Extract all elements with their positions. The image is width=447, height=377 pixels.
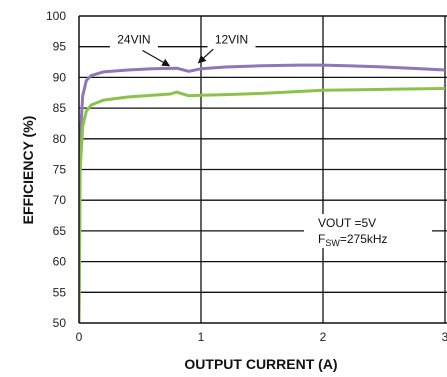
annotation-12vin-label: 12VIN xyxy=(215,33,248,47)
conditions-box: VOUT =5V FSW=275kHz xyxy=(304,214,432,248)
y-axis-title: EFFICIENCY (%) xyxy=(20,116,36,225)
y-tick-label-60: 60 xyxy=(53,255,67,269)
vout-condition: VOUT =5V xyxy=(318,216,376,230)
fsw-symbol: F xyxy=(318,232,325,246)
axes xyxy=(78,15,447,324)
x-tick-label-3: 3 xyxy=(442,330,447,344)
y-tick-label-65: 65 xyxy=(53,224,67,238)
series-line-12vin xyxy=(79,63,446,323)
y-tick-label-100: 100 xyxy=(46,9,66,23)
conditions-background xyxy=(304,214,432,248)
annotation-12vin-arrow xyxy=(197,48,214,64)
fsw-condition: FSW=275kHz xyxy=(318,232,388,248)
annotation-24vin-label: 24VIN xyxy=(117,33,150,47)
x-tick-label-1: 1 xyxy=(198,330,205,344)
tick-labels: 50 55 60 65 70 75 80 85 90 95 100 0 1 2 3 xyxy=(46,9,447,344)
annotation-24vin-arrow xyxy=(142,49,171,67)
y-tick-label-50: 50 xyxy=(53,316,67,330)
y-tick-label-95: 95 xyxy=(53,40,67,54)
annotations: 24VIN 12VIN xyxy=(109,33,256,67)
y-tick-label-55: 55 xyxy=(53,285,67,299)
y-tick-label-75: 75 xyxy=(53,163,67,177)
x-tick-label-0: 0 xyxy=(76,330,83,344)
annotation-bg-24vin xyxy=(109,40,158,53)
grid-lines xyxy=(79,16,447,323)
y-tick-label-70: 70 xyxy=(53,193,67,207)
fsw-value: =275kHz xyxy=(340,232,388,246)
x-tick-label-2: 2 xyxy=(320,330,327,344)
annotation-bg-12vin xyxy=(207,40,256,53)
x-axis-title: OUTPUT CURRENT (A) xyxy=(184,356,337,372)
y-tick-label-80: 80 xyxy=(53,132,67,146)
y-tick-label-85: 85 xyxy=(53,101,67,115)
series-layer xyxy=(79,63,446,323)
fsw-subscript: SW xyxy=(325,238,340,248)
series-line-24vin xyxy=(79,87,446,323)
y-tick-label-90: 90 xyxy=(53,70,67,84)
